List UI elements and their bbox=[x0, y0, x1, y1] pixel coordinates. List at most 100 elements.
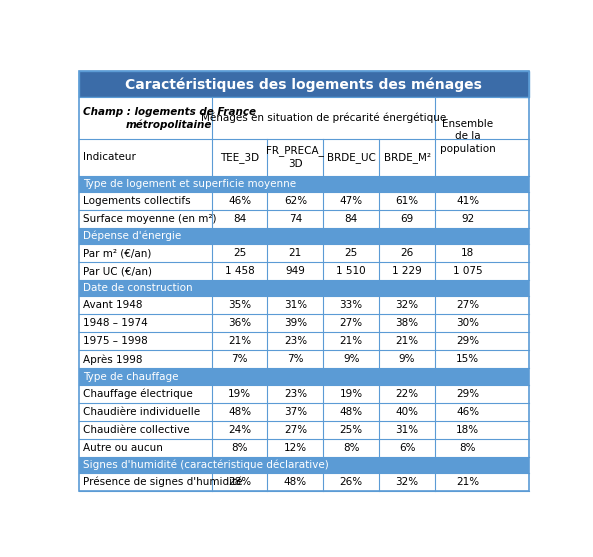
Text: Indicateur: Indicateur bbox=[82, 152, 136, 162]
Text: 39%: 39% bbox=[284, 319, 307, 328]
Text: 92: 92 bbox=[461, 214, 474, 224]
Bar bbox=[79, 385, 529, 403]
Text: Date de construction: Date de construction bbox=[82, 283, 192, 293]
Text: 21%: 21% bbox=[340, 336, 363, 346]
Bar bbox=[79, 314, 529, 333]
Text: 26%: 26% bbox=[340, 477, 363, 487]
Text: 9%: 9% bbox=[343, 354, 359, 364]
Text: Après 1998: Après 1998 bbox=[82, 354, 142, 365]
Text: 27%: 27% bbox=[456, 300, 479, 310]
Bar bbox=[79, 244, 529, 262]
Text: FR_PRECA_
3D: FR_PRECA_ 3D bbox=[266, 145, 324, 169]
Text: 36%: 36% bbox=[228, 319, 251, 328]
Text: 12%: 12% bbox=[284, 443, 307, 453]
Text: 29%: 29% bbox=[456, 336, 479, 346]
Text: 32%: 32% bbox=[396, 300, 419, 310]
Text: 27%: 27% bbox=[340, 319, 363, 328]
Text: 18%: 18% bbox=[456, 425, 479, 435]
Text: 74: 74 bbox=[289, 214, 302, 224]
Text: 31%: 31% bbox=[396, 425, 419, 435]
Bar bbox=[79, 228, 529, 244]
Text: TEE_3D: TEE_3D bbox=[220, 152, 259, 163]
Text: 1948 – 1974: 1948 – 1974 bbox=[82, 319, 148, 328]
Text: Logements collectifs: Logements collectifs bbox=[82, 196, 190, 206]
Text: 9%: 9% bbox=[398, 354, 415, 364]
Text: Surface moyenne (en m²): Surface moyenne (en m²) bbox=[82, 214, 216, 224]
Text: 69: 69 bbox=[400, 214, 414, 224]
Text: Signes d'humidité (caractéristique déclarative): Signes d'humidité (caractéristique décla… bbox=[82, 460, 329, 470]
Text: 8%: 8% bbox=[460, 443, 476, 453]
Text: Dépense d'énergie: Dépense d'énergie bbox=[82, 231, 181, 241]
Text: 38%: 38% bbox=[396, 319, 419, 328]
Bar bbox=[79, 333, 529, 350]
Text: 26: 26 bbox=[400, 248, 414, 258]
Text: 48%: 48% bbox=[284, 477, 307, 487]
Text: 25: 25 bbox=[233, 248, 246, 258]
Text: 28%: 28% bbox=[228, 477, 251, 487]
Bar bbox=[79, 473, 529, 491]
Text: 61%: 61% bbox=[396, 196, 419, 206]
Text: BRDE_M²: BRDE_M² bbox=[384, 152, 431, 163]
Bar bbox=[79, 175, 529, 192]
Text: 84: 84 bbox=[345, 214, 358, 224]
Bar bbox=[79, 296, 529, 314]
Bar bbox=[323, 139, 379, 175]
Text: 21: 21 bbox=[289, 248, 302, 258]
Text: 1 510: 1 510 bbox=[336, 266, 366, 276]
Text: 21%: 21% bbox=[228, 336, 251, 346]
Text: Type de logement et superficie moyenne: Type de logement et superficie moyenne bbox=[82, 179, 296, 189]
Text: 1 075: 1 075 bbox=[453, 266, 482, 276]
Bar bbox=[267, 139, 323, 175]
Text: 949: 949 bbox=[285, 266, 305, 276]
Text: 15%: 15% bbox=[456, 354, 479, 364]
Text: 46%: 46% bbox=[456, 407, 479, 417]
Bar bbox=[379, 139, 435, 175]
Text: 84: 84 bbox=[233, 214, 246, 224]
Text: 41%: 41% bbox=[456, 196, 479, 206]
Bar bbox=[79, 262, 529, 280]
Text: 48%: 48% bbox=[340, 407, 363, 417]
Text: 1975 – 1998: 1975 – 1998 bbox=[82, 336, 148, 346]
Text: 29%: 29% bbox=[456, 389, 479, 399]
Text: Chaudière individuelle: Chaudière individuelle bbox=[82, 407, 200, 417]
Text: 23%: 23% bbox=[284, 336, 307, 346]
Bar bbox=[79, 192, 529, 210]
Text: 22%: 22% bbox=[396, 389, 419, 399]
Text: 46%: 46% bbox=[228, 196, 251, 206]
Text: 21%: 21% bbox=[396, 336, 419, 346]
Text: 19%: 19% bbox=[228, 389, 251, 399]
Bar bbox=[79, 421, 529, 439]
Bar bbox=[79, 457, 529, 473]
Text: Ménages en situation de précarité énergétique: Ménages en situation de précarité énergé… bbox=[200, 113, 446, 123]
Text: 1 229: 1 229 bbox=[392, 266, 422, 276]
Text: Caractéristiques des logements des ménages: Caractéristiques des logements des ménag… bbox=[126, 77, 482, 91]
Text: 6%: 6% bbox=[398, 443, 415, 453]
Text: Par m² (€/an): Par m² (€/an) bbox=[82, 248, 151, 258]
Text: 25: 25 bbox=[345, 248, 358, 258]
Text: 23%: 23% bbox=[284, 389, 307, 399]
Bar bbox=[79, 350, 529, 369]
Bar bbox=[79, 403, 529, 421]
Text: 62%: 62% bbox=[284, 196, 307, 206]
Text: 33%: 33% bbox=[340, 300, 363, 310]
Text: 27%: 27% bbox=[284, 425, 307, 435]
Text: 37%: 37% bbox=[284, 407, 307, 417]
Text: 7%: 7% bbox=[231, 354, 248, 364]
Bar bbox=[212, 139, 267, 175]
Bar bbox=[79, 71, 529, 97]
Bar bbox=[79, 439, 529, 457]
Text: 8%: 8% bbox=[231, 443, 248, 453]
Text: 35%: 35% bbox=[228, 300, 251, 310]
Text: 48%: 48% bbox=[228, 407, 251, 417]
Bar bbox=[79, 280, 529, 296]
Text: 19%: 19% bbox=[340, 389, 363, 399]
Text: Autre ou aucun: Autre ou aucun bbox=[82, 443, 162, 453]
Bar bbox=[79, 369, 529, 385]
Text: 31%: 31% bbox=[284, 300, 307, 310]
Text: Chaudière collective: Chaudière collective bbox=[82, 425, 189, 435]
Text: 21%: 21% bbox=[456, 477, 479, 487]
Text: BRDE_UC: BRDE_UC bbox=[327, 152, 375, 163]
Text: 40%: 40% bbox=[396, 407, 419, 417]
Text: Type de chauffage: Type de chauffage bbox=[82, 372, 178, 382]
Text: 32%: 32% bbox=[396, 477, 419, 487]
